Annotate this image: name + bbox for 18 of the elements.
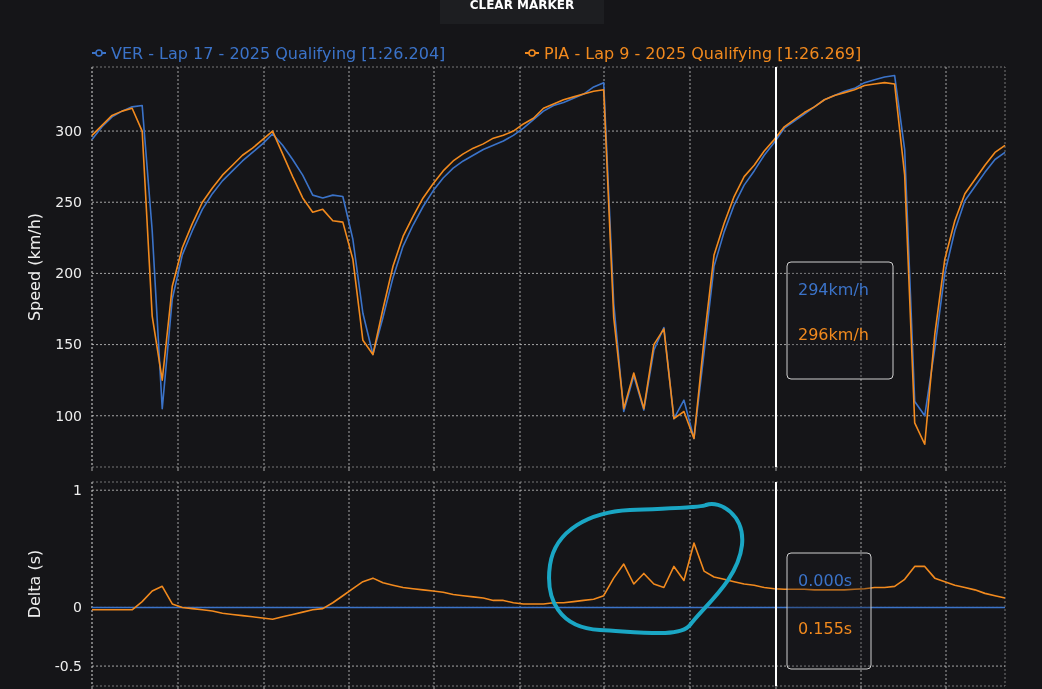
y-tick-label: -0.5	[54, 657, 82, 674]
y-axis-title: Delta (s)	[25, 549, 44, 619]
line-series	[91, 542, 1006, 620]
legend-label: PIA - Lap 9 - 2025 Qualifying [1:26.269]	[544, 43, 862, 63]
annotation: 296km/h	[798, 325, 869, 344]
y-tick-label: 250	[55, 194, 82, 211]
y-tick-label: 150	[55, 336, 82, 353]
annotation: 0.000s	[798, 571, 853, 590]
annotation: 294km/h	[798, 280, 869, 299]
y-tick-label: 300	[55, 122, 82, 139]
y-tick-label: 100	[55, 407, 82, 424]
y-axis-title: Speed (km/h)	[25, 212, 44, 322]
text: CLEAR MARKER	[469, 0, 575, 12]
y-tick-label: 1	[73, 482, 82, 499]
y-tick-label: 200	[55, 265, 82, 282]
legend-label: VER - Lap 17 - 2025 Qualifying [1:26.204]	[111, 43, 446, 63]
y-tick-label: 0	[73, 599, 82, 616]
annotation: 0.155s	[798, 619, 853, 638]
